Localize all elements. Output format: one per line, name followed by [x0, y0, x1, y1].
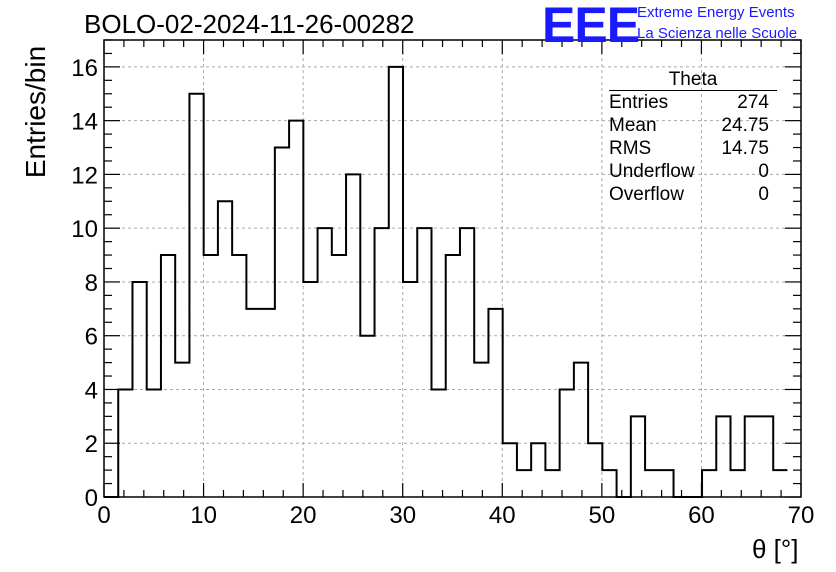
y-tick-label: 0 — [85, 485, 98, 512]
y-tick-label: 8 — [85, 270, 98, 297]
histogram-bin — [588, 443, 602, 497]
histogram-bin — [218, 201, 232, 497]
x-tick-label: 60 — [688, 502, 715, 529]
stats-label: Underflow — [609, 161, 695, 182]
histogram-bin — [189, 94, 203, 497]
logo-line-1: Extreme Energy Events — [637, 4, 795, 21]
stats-value: 274 — [737, 92, 769, 113]
histogram-bin — [389, 67, 403, 497]
histogram-bin — [175, 363, 189, 497]
histogram-bin — [346, 174, 360, 497]
histogram-bin — [318, 228, 332, 497]
histogram-bin — [246, 309, 260, 497]
histogram-bin — [531, 443, 545, 497]
histogram-bin — [545, 470, 559, 497]
x-axis-label: θ [°] — [752, 534, 799, 564]
histogram-bin — [332, 255, 346, 497]
y-axis-label: Entries/bin — [20, 45, 51, 179]
histogram-bin — [645, 470, 659, 497]
logo-line-2: La Scienza nelle Scuole — [637, 25, 798, 42]
histogram-bin — [360, 336, 374, 497]
histogram-bin — [275, 148, 289, 497]
histogram-bin — [161, 255, 175, 497]
histogram-bin — [204, 255, 218, 497]
eee-logo: EEE — [542, 0, 640, 53]
stats-label: Overflow — [609, 184, 684, 205]
histogram-bin — [702, 470, 716, 497]
histogram-bin — [118, 389, 132, 497]
y-tick-label: 6 — [85, 324, 98, 351]
histogram-bin — [745, 416, 759, 497]
stats-label: RMS — [609, 138, 652, 159]
stats-label: Entries — [609, 92, 669, 113]
y-tick-label: 16 — [71, 55, 98, 82]
stats-row-entries: Entries 274 — [609, 91, 777, 114]
histogram-bin — [560, 389, 574, 497]
x-tick-label: 30 — [389, 502, 416, 529]
histogram-bin — [759, 416, 773, 497]
histogram-bin — [488, 309, 502, 497]
x-tick-label: 0 — [97, 502, 110, 529]
stats-label: Mean — [609, 115, 657, 136]
y-tick-label: 4 — [85, 377, 98, 404]
stats-row-overflow: Overflow 0 — [609, 183, 777, 206]
stats-value: 0 — [758, 161, 769, 182]
histogram-bin — [289, 121, 303, 497]
x-tick-label: 10 — [190, 502, 217, 529]
histogram-bin — [602, 470, 616, 497]
run-title: BOLO-02-2024-11-26-00282 — [84, 9, 415, 39]
histogram-bin — [631, 416, 645, 497]
stats-row-mean: Mean 24.75 — [609, 114, 777, 137]
y-tick-label: 14 — [71, 109, 98, 136]
histogram-bin — [403, 282, 417, 497]
histogram-bin — [446, 255, 460, 497]
histogram-bin — [716, 416, 730, 497]
histogram-bin — [731, 470, 745, 497]
stats-row-underflow: Underflow 0 — [609, 160, 777, 183]
histogram-bin — [261, 309, 275, 497]
x-tick-label: 50 — [589, 502, 616, 529]
x-tick-label: 40 — [489, 502, 516, 529]
histogram-bin — [232, 255, 246, 497]
y-tick-label: 10 — [71, 216, 98, 243]
histogram-bin — [517, 470, 531, 497]
stats-value: 14.75 — [721, 138, 769, 159]
x-tick-label: 70 — [788, 502, 815, 529]
histogram-bin — [773, 470, 787, 497]
histogram-bin — [417, 228, 431, 497]
histogram-bin — [474, 363, 488, 497]
y-tick-label: 12 — [71, 162, 98, 189]
histogram-bin — [303, 282, 317, 497]
histogram-series — [104, 65, 788, 498]
stats-value: 24.75 — [721, 115, 769, 136]
stats-box: Theta Entries 274 Mean 24.75 RMS 14.75 U… — [609, 70, 777, 206]
histogram-bin — [503, 443, 517, 497]
y-tick-label: 2 — [85, 431, 98, 458]
histogram-bin — [431, 389, 445, 497]
histogram-bin — [147, 389, 161, 497]
x-tick-label: 20 — [290, 502, 317, 529]
histogram-bin — [574, 363, 588, 497]
stats-title: Theta — [609, 70, 777, 91]
stats-row-rms: RMS 14.75 — [609, 137, 777, 160]
histogram-bin — [132, 282, 146, 497]
histogram-bin — [375, 228, 389, 497]
histogram-bin — [460, 228, 474, 497]
stats-value: 0 — [758, 184, 769, 205]
